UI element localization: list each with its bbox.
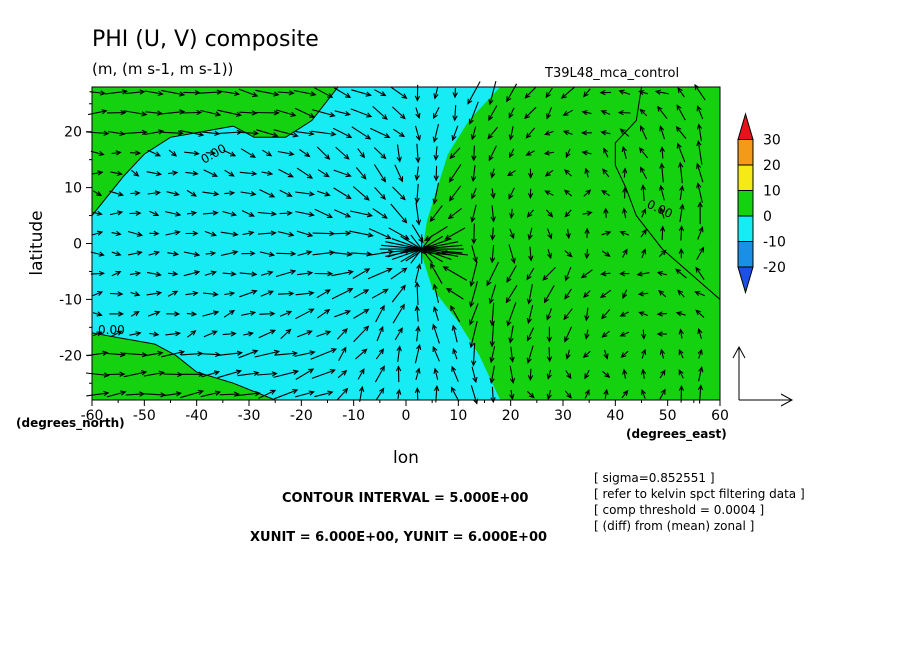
y-tick-label: 0 [73,237,82,253]
colorbar-cap-top [738,114,753,140]
x-tick-label: 50 [659,408,677,424]
vector-shaft [313,233,334,234]
contour-interval: CONTOUR INTERVAL = 5.000E+00 [282,491,528,506]
x-tick-label: 60 [711,408,729,424]
x-tick-label: -40 [185,408,208,424]
colorbar-swatch [738,140,753,166]
note-line: [ sigma=0.852551 ] [594,471,715,485]
vector-shaft [474,224,475,244]
x-tick-label: -30 [238,408,261,424]
chart-units: (m, (m s-1, m s-1)) [92,60,233,78]
colorbar-label: 0 [763,209,772,225]
colorbar-label: -10 [763,235,786,251]
note-line: [ comp threshold = 0.0004 ] [594,503,764,517]
x-tick-label: 30 [554,408,572,424]
x-tick-label: 20 [502,408,520,424]
y-unit-label: (degrees_north) [16,416,125,431]
note-line: [ (diff) from (mean) zonal ] [594,519,754,533]
y-tick-label: 20 [64,125,82,141]
x-tick-label: -10 [342,408,365,424]
y-tick-label: -20 [59,348,82,364]
vector-shaft [334,233,350,234]
colorbar-label: 20 [763,158,781,174]
chart-title: PHI (U, V) composite [92,27,319,52]
colorbar-label: 30 [763,133,781,149]
x-tick-label: -20 [290,408,313,424]
y-axis: -20 -10 0 10 20 [59,104,92,383]
x-tick-label: 10 [449,408,467,424]
x-tick-label: 40 [606,408,624,424]
x-unit-label: (degrees_east) [626,427,727,442]
colorbar-label: 10 [763,184,781,200]
x-tick-label: -50 [133,408,156,424]
dataset-label: T39L48_mca_control [544,66,679,81]
colorbar-swatch [738,165,753,191]
vector-shaft [436,166,437,180]
vector-units: XUNIT = 6.000E+00, YUNIT = 6.000E+00 [250,530,547,545]
colorbar-swatch [738,242,753,268]
x-tick-label: 0 [402,408,411,424]
vector-shaft [259,314,274,315]
contour-label: 0.00 [98,323,125,337]
colorbar-swatch [738,216,753,242]
vector-shaft [549,347,550,361]
y-axis-title: latitude [27,210,47,275]
colorbar-label: -20 [763,260,786,276]
vector-shaft [163,374,182,375]
x-axis-title: lon [393,448,419,468]
y-tick-label: 10 [64,181,82,197]
vector-shaft [276,253,295,254]
note-line: [ refer to kelvin spct filtering data ] [594,487,805,501]
vector-shaft [182,112,201,113]
colorbar-swatch [738,191,753,217]
vector-reference-arrows [733,347,792,406]
y-tick-label: -10 [59,292,82,308]
colorbar-cap-bottom [738,267,753,293]
colorbar: 30 20 10 0 -10 -20 [738,114,786,293]
